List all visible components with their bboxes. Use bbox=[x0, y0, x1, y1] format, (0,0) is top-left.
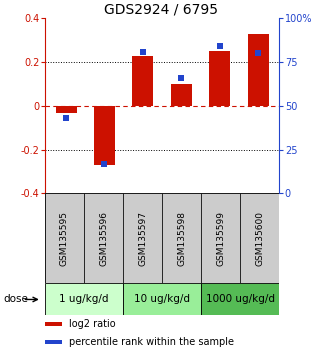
Point bbox=[64, 115, 69, 121]
Bar bbox=[201, 193, 240, 284]
Text: 1 ug/kg/d: 1 ug/kg/d bbox=[59, 295, 109, 304]
Text: GSM135600: GSM135600 bbox=[255, 211, 264, 266]
Bar bbox=[209, 51, 230, 106]
Bar bbox=[171, 84, 192, 106]
Point bbox=[102, 161, 107, 166]
Text: GSM135597: GSM135597 bbox=[138, 211, 147, 266]
Text: GSM135599: GSM135599 bbox=[216, 211, 225, 266]
Bar bbox=[123, 284, 201, 315]
Bar bbox=[132, 56, 153, 106]
Text: dose: dose bbox=[3, 295, 28, 304]
Bar bbox=[240, 193, 279, 284]
Bar bbox=[45, 193, 84, 284]
Bar bbox=[84, 193, 123, 284]
Point bbox=[179, 75, 184, 81]
Bar bbox=[162, 193, 201, 284]
Bar bbox=[56, 106, 77, 113]
Text: 10 ug/kg/d: 10 ug/kg/d bbox=[134, 295, 190, 304]
Bar bbox=[247, 34, 269, 106]
Point bbox=[140, 49, 145, 55]
Point bbox=[256, 51, 261, 56]
Text: 1000 ug/kg/d: 1000 ug/kg/d bbox=[206, 295, 275, 304]
Text: GSM135595: GSM135595 bbox=[60, 211, 69, 266]
Bar bbox=[123, 193, 162, 284]
Text: percentile rank within the sample: percentile rank within the sample bbox=[69, 337, 234, 347]
Text: GSM135596: GSM135596 bbox=[99, 211, 108, 266]
Bar bbox=[45, 339, 62, 344]
Text: GSM135598: GSM135598 bbox=[177, 211, 186, 266]
Bar bbox=[201, 284, 279, 315]
Bar bbox=[94, 106, 115, 165]
Text: GDS2924 / 6795: GDS2924 / 6795 bbox=[103, 3, 218, 17]
Point bbox=[217, 44, 222, 49]
Text: log2 ratio: log2 ratio bbox=[69, 319, 116, 329]
Bar bbox=[45, 322, 62, 326]
Bar bbox=[45, 284, 123, 315]
